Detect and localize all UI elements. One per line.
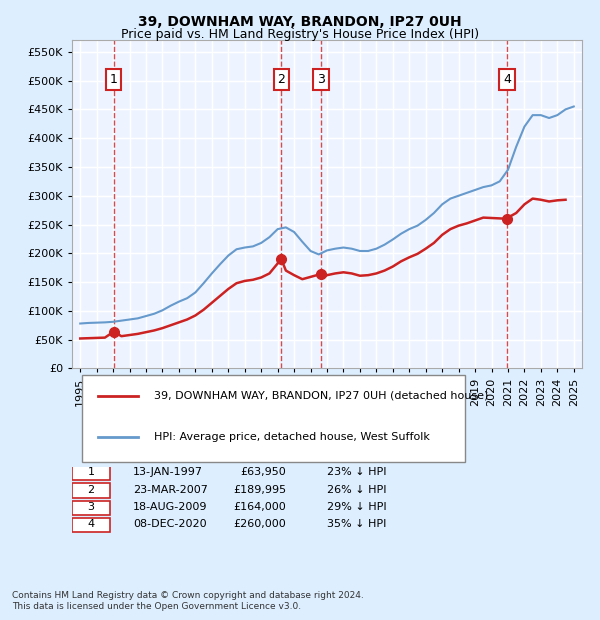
Text: 3: 3: [317, 73, 325, 86]
Text: 4: 4: [503, 73, 511, 86]
FancyBboxPatch shape: [72, 484, 110, 498]
Text: 29% ↓ HPI: 29% ↓ HPI: [327, 502, 386, 512]
Text: £63,950: £63,950: [241, 467, 286, 477]
Text: 39, DOWNHAM WAY, BRANDON, IP27 0UH (detached house): 39, DOWNHAM WAY, BRANDON, IP27 0UH (deta…: [154, 391, 488, 401]
Text: £189,995: £189,995: [233, 485, 286, 495]
Text: 1: 1: [88, 467, 94, 477]
Text: HPI: Average price, detached house, West Suffolk: HPI: Average price, detached house, West…: [154, 432, 430, 442]
Text: 1: 1: [110, 73, 118, 86]
Text: 08-DEC-2020: 08-DEC-2020: [133, 520, 207, 529]
Text: Contains HM Land Registry data © Crown copyright and database right 2024.
This d: Contains HM Land Registry data © Crown c…: [12, 591, 364, 611]
Text: 18-AUG-2009: 18-AUG-2009: [133, 502, 208, 512]
FancyBboxPatch shape: [72, 518, 110, 532]
Text: 2: 2: [88, 485, 94, 495]
Text: 26% ↓ HPI: 26% ↓ HPI: [327, 485, 386, 495]
Text: 23% ↓ HPI: 23% ↓ HPI: [327, 467, 386, 477]
Text: 23-MAR-2007: 23-MAR-2007: [133, 485, 208, 495]
Text: £164,000: £164,000: [233, 502, 286, 512]
Text: Price paid vs. HM Land Registry's House Price Index (HPI): Price paid vs. HM Land Registry's House …: [121, 28, 479, 41]
Text: £260,000: £260,000: [233, 520, 286, 529]
Text: 35% ↓ HPI: 35% ↓ HPI: [327, 520, 386, 529]
Text: 39, DOWNHAM WAY, BRANDON, IP27 0UH: 39, DOWNHAM WAY, BRANDON, IP27 0UH: [138, 16, 462, 30]
FancyBboxPatch shape: [72, 466, 110, 480]
FancyBboxPatch shape: [72, 501, 110, 515]
FancyBboxPatch shape: [82, 375, 465, 462]
Text: 4: 4: [88, 520, 94, 529]
Text: 13-JAN-1997: 13-JAN-1997: [133, 467, 203, 477]
Text: 2: 2: [277, 73, 285, 86]
Text: 3: 3: [88, 502, 94, 512]
